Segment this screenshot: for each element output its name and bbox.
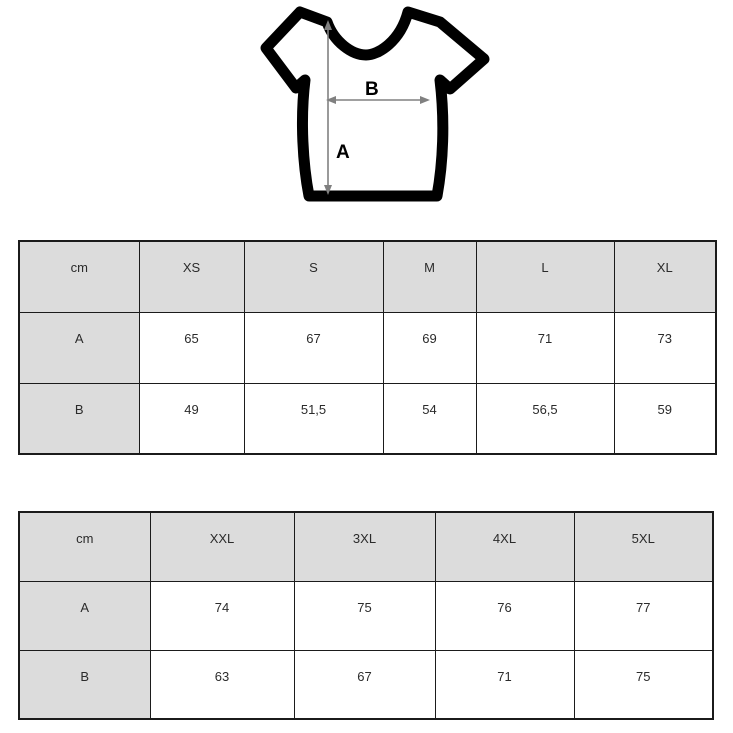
table-row: B 49 51,5 54 56,5 59: [18, 382, 717, 455]
cell-b-4xl: 71: [434, 649, 575, 720]
table-row: B 63 67 71 75: [18, 649, 714, 720]
column-header-5xl: 5XL: [573, 511, 714, 582]
cell-b-5xl: 75: [573, 649, 714, 720]
cell-a-xxl: 74: [149, 580, 295, 651]
table-row: A 65 67 69 71 73: [18, 311, 717, 384]
cell-a-xl: 73: [613, 311, 717, 384]
cell-a-5xl: 77: [573, 580, 714, 651]
table-header-row: cm XS S M L XL: [18, 240, 717, 313]
measurement-arrow-b: [326, 96, 430, 104]
cell-a-s: 67: [243, 311, 384, 384]
column-header-3xl: 3XL: [293, 511, 436, 582]
column-header-4xl: 4XL: [434, 511, 575, 582]
dimension-label-a: A: [336, 142, 350, 163]
row-label-b: B: [18, 649, 151, 720]
column-header-xxl: XXL: [149, 511, 295, 582]
tshirt-outline-shape: [260, 6, 490, 202]
column-header-xl: XL: [613, 240, 717, 313]
cell-b-l: 56,5: [475, 382, 615, 455]
table-header-row: cm XXL 3XL 4XL 5XL: [18, 511, 714, 582]
row-label-b: B: [18, 382, 140, 455]
row-label-a: A: [18, 580, 151, 651]
unit-header-cell: cm: [18, 511, 151, 582]
dimension-label-b: B: [365, 79, 379, 100]
column-header-l: L: [475, 240, 615, 313]
cell-b-3xl: 67: [293, 649, 436, 720]
measurement-arrow-a: [324, 20, 332, 195]
size-table-standard: cm XS S M L XL A 65 67 69 71 73 B 49 51,…: [18, 240, 717, 455]
cell-a-3xl: 75: [293, 580, 436, 651]
size-table-plus: cm XXL 3XL 4XL 5XL A 74 75 76 77 B 63 67…: [18, 511, 714, 720]
unit-header-cell: cm: [18, 240, 140, 313]
cell-a-xs: 65: [138, 311, 245, 384]
cell-b-s: 51,5: [243, 382, 384, 455]
cell-b-xxl: 63: [149, 649, 295, 720]
cell-b-m: 54: [382, 382, 477, 455]
cell-a-4xl: 76: [434, 580, 575, 651]
column-header-xs: XS: [138, 240, 245, 313]
column-header-m: M: [382, 240, 477, 313]
cell-b-xl: 59: [613, 382, 717, 455]
cell-a-m: 69: [382, 311, 477, 384]
cell-a-l: 71: [475, 311, 615, 384]
row-label-a: A: [18, 311, 140, 384]
cell-b-xs: 49: [138, 382, 245, 455]
column-header-s: S: [243, 240, 384, 313]
table-row: A 74 75 76 77: [18, 580, 714, 651]
garment-diagram: A B: [0, 0, 733, 215]
